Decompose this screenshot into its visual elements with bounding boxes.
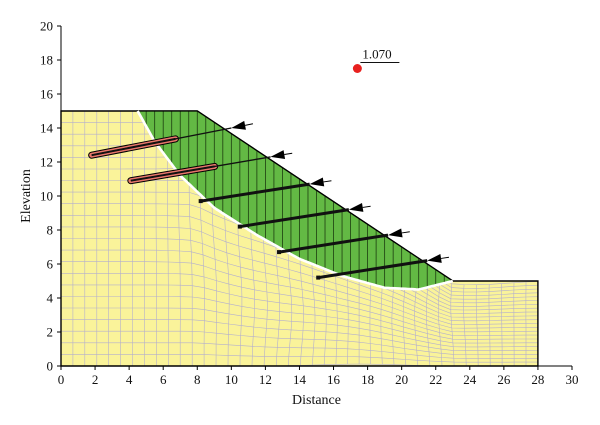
mesh-column-line — [438, 276, 443, 366]
nail-bar — [239, 208, 350, 229]
load-arrow-shaft — [284, 152, 293, 156]
y-tick-label: 0 — [47, 359, 54, 374]
y-tick-label: 12 — [40, 155, 53, 170]
x-tick-label: 2 — [92, 372, 99, 387]
y-tick-label: 8 — [47, 223, 54, 238]
x-tick-label: 0 — [58, 372, 65, 387]
load-arrow-shaft — [323, 180, 332, 183]
reinforcement-2 — [127, 150, 293, 185]
load-arrow-shaft — [362, 205, 371, 208]
nail-bar — [278, 233, 389, 254]
mesh-column-line — [488, 284, 491, 366]
x-tick-label: 6 — [160, 372, 167, 387]
nail-end-marker — [316, 275, 321, 280]
x-tick-label: 24 — [463, 372, 477, 387]
load-arrow-head — [388, 228, 403, 238]
mesh-column-line — [463, 284, 467, 366]
x-tick-label: 18 — [361, 372, 374, 387]
nail-bar — [200, 182, 310, 203]
load-arrow-shaft — [401, 231, 410, 234]
critical-center-point — [352, 64, 362, 73]
y-axis-title: Elevation — [19, 169, 34, 223]
nail-end-marker — [277, 250, 282, 255]
y-tick-label: 4 — [47, 291, 54, 306]
x-tick-label: 26 — [497, 372, 511, 387]
load-arrow-shaft — [440, 256, 450, 259]
load-arrow-head — [348, 202, 364, 212]
y-tick-label: 6 — [47, 257, 54, 272]
y-tick-label: 18 — [40, 53, 53, 68]
slip-surface-curve — [136, 110, 454, 291]
mesh-column-line — [450, 283, 455, 366]
critical-center-group: 1.070 — [352, 47, 400, 73]
x-axis-title: Distance — [292, 393, 341, 408]
x-tick-label: 14 — [293, 372, 307, 387]
x-tick-label: 22 — [429, 372, 442, 387]
load-arrow-head — [270, 150, 286, 159]
x-tick-label: 12 — [259, 372, 272, 387]
reinforcement-6 — [316, 253, 450, 280]
axes: 0 2 4 6 8 10 12 14 16 18 20 22 24 26 28 300246810121416… — [40, 19, 579, 388]
nail-bar — [317, 259, 428, 280]
nail-end-marker — [198, 199, 203, 204]
x-tick-label: 30 — [566, 372, 579, 387]
y-tick-label: 16 — [40, 87, 54, 102]
sliding-mass-fill — [137, 111, 453, 290]
tendon-core — [91, 137, 176, 157]
y-tick-label: 20 — [40, 19, 53, 34]
tendon-core — [130, 165, 215, 182]
y-tick-label: 10 — [40, 189, 53, 204]
mesh-column-line — [501, 283, 503, 366]
reinforcement-1 — [88, 120, 254, 159]
mesh-column-line — [475, 284, 479, 366]
x-tick-label: 10 — [225, 372, 238, 387]
x-tick-label: 28 — [531, 372, 544, 387]
load-arrow-shaft — [244, 123, 254, 126]
factor-of-safety-label: 1.070 — [362, 47, 391, 62]
x-tick-label: 4 — [126, 372, 133, 387]
reinforcement-4 — [237, 202, 371, 229]
x-tick-label: 8 — [194, 372, 201, 387]
load-arrow-head — [231, 120, 246, 130]
reinforcement-3 — [198, 177, 332, 204]
slip-surface — [136, 110, 454, 291]
x-tick-label: 16 — [327, 372, 341, 387]
load-arrow-head — [427, 253, 442, 263]
load-arrow-head — [309, 177, 325, 187]
y-tick-label: 14 — [40, 121, 54, 136]
reinforcement-group — [88, 120, 450, 280]
nail-end-marker — [237, 224, 242, 229]
reinforcement-5 — [277, 228, 410, 255]
y-tick-label: 2 — [47, 325, 54, 340]
x-tick-label: 20 — [395, 372, 408, 387]
